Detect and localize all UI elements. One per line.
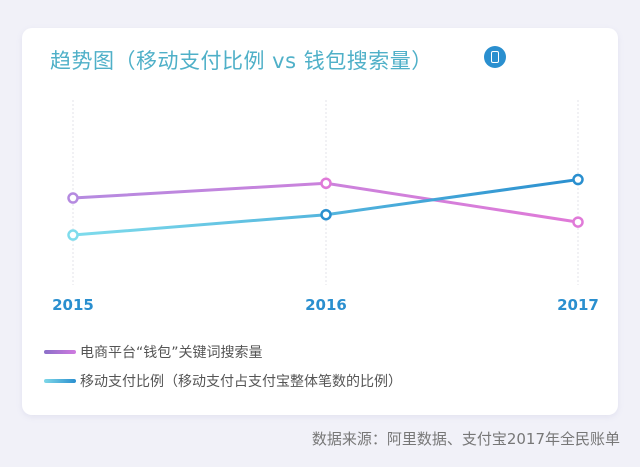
data-point (320, 208, 332, 221)
legend-swatch-purple (44, 350, 76, 354)
x-tick-label: 2017 (557, 296, 599, 314)
data-source: 数据来源：阿里数据、支付宝2017年全民账单 (311, 430, 620, 448)
x-tick-label: 2016 (305, 296, 347, 314)
data-point (320, 177, 332, 189)
legend-label: 移动支付比例（移动支付占支付宝整体笔数的比例） (80, 374, 402, 390)
legend-item-mobile: 移动支付比例（移动支付占支付宝整体笔数的比例） (44, 371, 402, 391)
legend-item-search: 电商平台“钱包”关键词搜索量 (44, 342, 263, 362)
data-point (572, 173, 584, 186)
data-point (572, 216, 584, 228)
legend-label: 电商平台“钱包”关键词搜索量 (80, 345, 263, 361)
chart-title: 趋势图（移动支付比例 vs 钱包搜索量） (50, 49, 433, 73)
legend-swatch-blue (44, 379, 76, 383)
data-point (67, 192, 79, 204)
chart-card: 趋势图（移动支付比例 vs 钱包搜索量） (22, 28, 618, 415)
x-tick-label: 2015 (52, 296, 94, 314)
phone-icon (484, 46, 506, 68)
data-point (67, 229, 79, 241)
